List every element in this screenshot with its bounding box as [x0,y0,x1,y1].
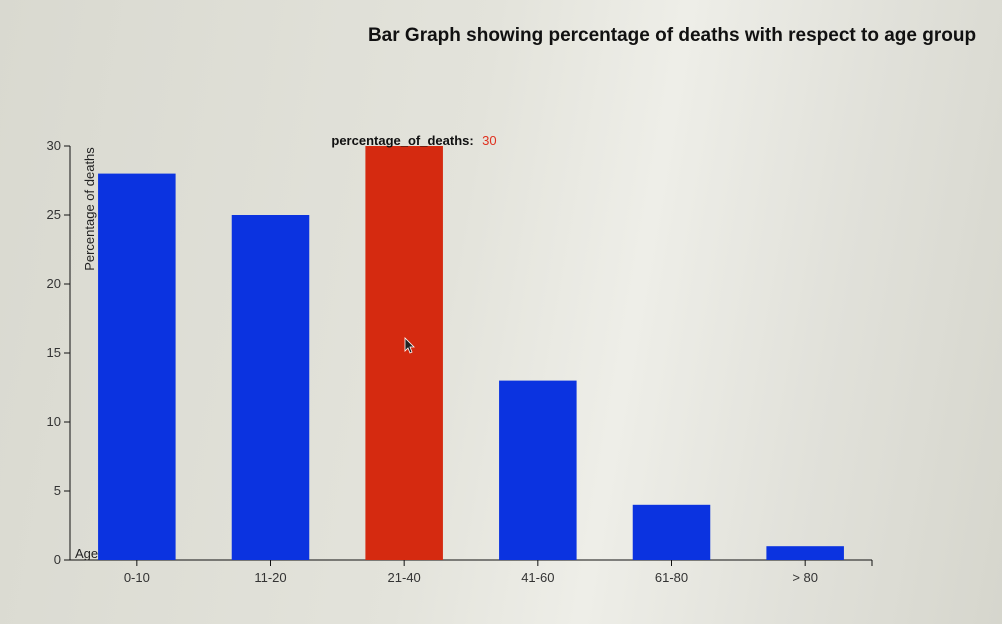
x-tick-label: 11-20 [254,570,286,585]
bar-21-40[interactable] [365,146,443,560]
y-axis: 0 5 10 15 20 25 30 [47,138,71,567]
svg-text:percentage_of_deaths: 30: percentage_of_deaths: 30 [331,132,496,149]
x-tick-label: 61-80 [655,570,688,585]
y-tick-label: 10 [47,414,61,429]
chart-title: Bar Graph showing percentage of deaths w… [368,25,976,46]
y-tick-label: 15 [47,345,61,360]
tooltip-value: 30 [482,133,496,148]
tooltip-key: percentage_of_deaths: [331,133,473,148]
x-tick-label: 41-60 [521,570,554,585]
x-axis-label: Age [75,546,98,561]
bar-tooltip: percentage_of_deaths: 30 [331,132,496,149]
x-tick-label: 0-10 [124,570,150,585]
y-axis-label: Percentage of deaths [82,147,97,271]
y-tick-label: 25 [47,207,61,222]
y-tick-label: 0 [54,552,61,567]
bar-11-20[interactable] [231,215,310,560]
bar-61-80[interactable] [632,504,711,560]
x-axis: 0-10 11-20 21-40 41-60 61-80 > 80 [70,559,873,585]
y-tick-label: 5 [54,483,61,498]
bar-0-10[interactable] [98,173,176,560]
y-tick-label: 30 [47,138,61,153]
bars-group [98,146,844,560]
x-tick-label: 21-40 [388,570,421,585]
bar-41-60[interactable] [499,380,577,560]
bar-80[interactable] [766,546,844,560]
x-tick-label: > 80 [792,570,818,585]
mouse-cursor-icon [404,337,415,354]
y-tick-label: 20 [47,276,61,291]
